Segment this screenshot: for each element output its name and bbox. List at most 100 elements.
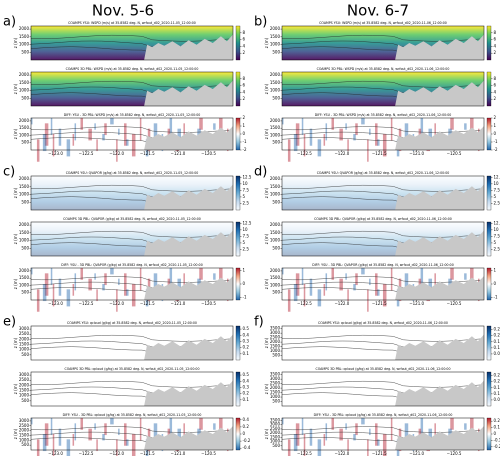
y-tick-label: 3000 (19, 372, 30, 377)
colorbar-tick-label: 0.2 (243, 424, 250, 429)
subplot-title: COAMPS YSU: WSPD (m/s) at 35.8582 deg. N… (68, 21, 196, 25)
field-streak (131, 284, 136, 307)
contour-line (30, 426, 234, 433)
field-streak (303, 284, 306, 307)
y-tick-label: 3000 (270, 376, 281, 381)
field-streak (345, 273, 347, 280)
x-tick-label: −123.0 (48, 151, 63, 156)
field-streak (309, 278, 313, 296)
field-streak (102, 434, 105, 441)
field-streak (52, 284, 55, 307)
panel-label: c) (3, 165, 15, 180)
colorbar-tick-label: 0 (243, 131, 246, 136)
y-tick-label: 1000 (270, 192, 281, 197)
plot-frame (281, 175, 485, 211)
terrain (395, 34, 484, 60)
terrain (144, 34, 233, 60)
y-tick-label: 1000 (19, 238, 30, 243)
x-tick-label: −121.0 (409, 151, 424, 156)
subplot-title: COAMPS 3D PBL: qcloud (g/kg) at 35.8582 … (65, 367, 200, 371)
y-tick-label: 1500 (19, 184, 30, 189)
colorbar-tick-label: 0.05 (494, 397, 500, 402)
y-tick-label: 2000 (19, 268, 30, 273)
y-tick-label: 1000 (270, 238, 281, 243)
y-tick-label: 3000 (19, 418, 30, 423)
field-streak (96, 139, 98, 152)
x-tick-label: −122.5 (79, 451, 94, 456)
x-tick-label: −121.5 (140, 151, 155, 156)
y-tick-label: 1500 (19, 125, 30, 130)
field-streak (404, 273, 409, 291)
y-tick-label: 500 (21, 398, 29, 403)
field-streak (345, 423, 347, 430)
field-streak (126, 439, 129, 446)
field-streak (139, 118, 142, 141)
colorbar-tick-label: -0.2 (494, 444, 500, 449)
field-streak (52, 134, 55, 157)
y-tick-label: 2500 (270, 381, 281, 386)
plot-frame (30, 71, 234, 107)
field-streak (464, 273, 467, 280)
subplot-title: COAMPS YSU: QVAPOR (g/kg) at 35.8582 deg… (317, 171, 450, 175)
terrain (395, 334, 484, 360)
y-tick-label: 1500 (270, 344, 281, 349)
colorbar-tick-label: 1 (243, 123, 246, 128)
field-streak (420, 268, 424, 286)
y-tick-label: 1000 (19, 347, 30, 352)
plot-frame (281, 371, 485, 407)
field-streak (361, 118, 365, 125)
y-tick-label: 1000 (19, 42, 30, 47)
terrain (144, 380, 233, 406)
colorbar-tick-label: 1 (494, 268, 497, 273)
colorbar-tick-label: 2 (243, 96, 246, 101)
y-axis-label: z (m) (264, 187, 269, 198)
field-streak (464, 123, 467, 130)
colorbar-tick-label: 10 (494, 227, 500, 232)
field-streak (301, 268, 304, 286)
y-tick-label: 2000 (19, 382, 30, 387)
field-streak (382, 434, 387, 456)
subplot-title: COAMPS YSU: QVAPOR (g/kg) at 35.8582 deg… (66, 171, 199, 175)
y-tick-label: 2000 (270, 339, 281, 344)
field-streak (369, 278, 371, 286)
colorbar-tick-label: 0.1 (494, 345, 500, 350)
colorbar-tick-label: -1 (494, 139, 498, 144)
field-streak (390, 268, 393, 291)
field-streak (131, 434, 136, 456)
colorbar-tick-label: 2 (494, 96, 497, 101)
y-tick-label: 500 (272, 399, 280, 404)
field-streak (293, 434, 298, 452)
colorbar-tick-label: -0.2 (243, 438, 251, 443)
y-tick-label: 500 (272, 443, 280, 448)
colorbar-tick-label: 2.5 (243, 246, 250, 251)
field-streak (80, 268, 83, 280)
colorbar-tick-label: 0.4 (243, 417, 250, 422)
field-streak (66, 139, 71, 157)
field-streak (382, 284, 387, 307)
contour-line (30, 184, 234, 192)
x-tick-label: −121.0 (409, 451, 424, 456)
plot-frame (281, 325, 485, 361)
y-tick-label: 500 (272, 290, 280, 295)
y-tick-label: 1000 (19, 132, 30, 137)
y-axis-label: z (m) (13, 337, 18, 348)
x-tick-label: −120.5 (201, 451, 216, 456)
y-axis-label: z (m) (13, 187, 18, 198)
field-streak (339, 128, 343, 141)
field-streak (345, 123, 347, 130)
contour-line (281, 334, 485, 342)
field-streak (309, 128, 313, 146)
field-streak (369, 128, 371, 136)
field-streak (36, 289, 40, 312)
colorbar-tick-label: 1 (494, 123, 497, 128)
field-streak (282, 118, 284, 125)
field-streak (317, 439, 322, 456)
colorbar-tick-label: -2 (243, 147, 247, 152)
colorbar-tick-label: 0.4 (243, 378, 250, 383)
y-tick-label: 2000 (270, 222, 281, 227)
x-tick-label: −122.0 (334, 301, 349, 306)
terrain (144, 426, 233, 450)
y-tick-label: 1500 (19, 230, 30, 235)
x-tick-label: −122.0 (109, 151, 124, 156)
y-tick-label: 1500 (19, 342, 30, 347)
